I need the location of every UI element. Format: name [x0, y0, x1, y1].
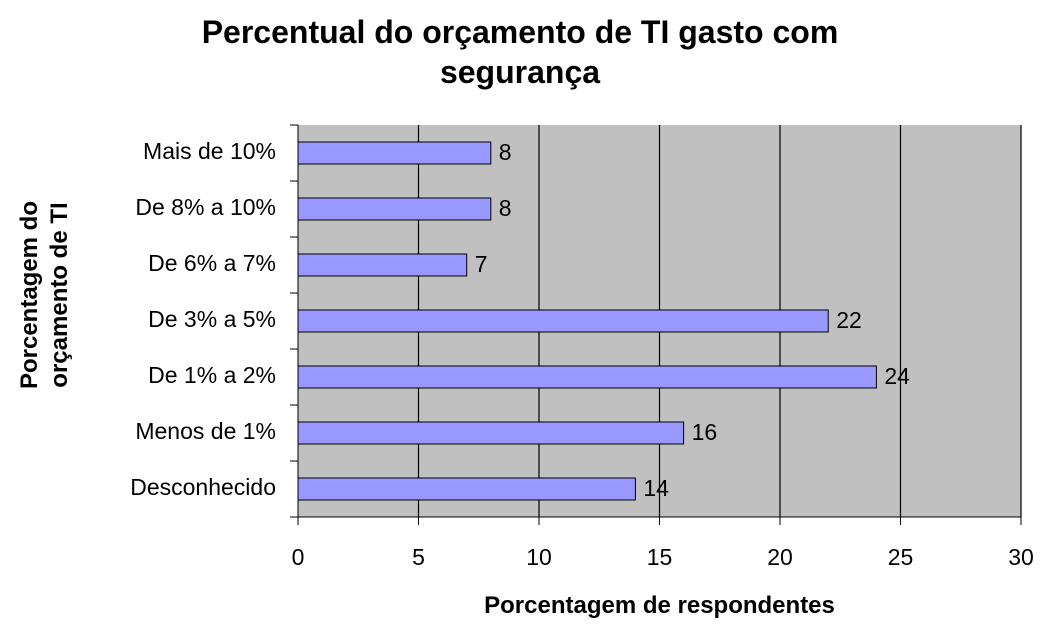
bar — [297, 309, 829, 333]
y-tick-label: Mais de 10% — [143, 138, 276, 164]
x-tick-label: 25 — [888, 544, 914, 570]
y-tick-label: Menos de 1% — [135, 418, 276, 444]
value-label: 8 — [499, 195, 512, 221]
y-tick-label: Desconhecido — [130, 474, 276, 500]
y-tick-label: De 8% a 10% — [135, 194, 276, 220]
value-label: 22 — [836, 307, 862, 333]
x-tick-label: 30 — [1008, 544, 1034, 570]
value-label: 16 — [692, 419, 718, 445]
value-label: 7 — [475, 251, 488, 277]
x-tick-label: 20 — [767, 544, 793, 570]
bar — [297, 421, 685, 445]
x-tick-label: 10 — [526, 544, 552, 570]
value-label: 24 — [884, 363, 910, 389]
bar — [297, 477, 636, 501]
y-tick-label: De 6% a 7% — [148, 250, 276, 276]
y-tick-label: De 1% a 2% — [148, 362, 276, 388]
bar — [297, 141, 492, 165]
y-tick-label: De 3% a 5% — [148, 306, 276, 332]
bar — [297, 253, 468, 277]
x-tick-label: 5 — [412, 544, 425, 570]
x-tick-label: 15 — [647, 544, 673, 570]
value-label: 14 — [643, 475, 669, 501]
x-tick-label: 0 — [292, 544, 305, 570]
x-axis-label: Porcentagem de respondentes — [484, 592, 835, 619]
chart-title: Percentual do orçamento de TI gasto com … — [201, 14, 839, 90]
bar — [297, 197, 492, 221]
value-label: 8 — [499, 139, 512, 165]
bar — [297, 365, 877, 389]
